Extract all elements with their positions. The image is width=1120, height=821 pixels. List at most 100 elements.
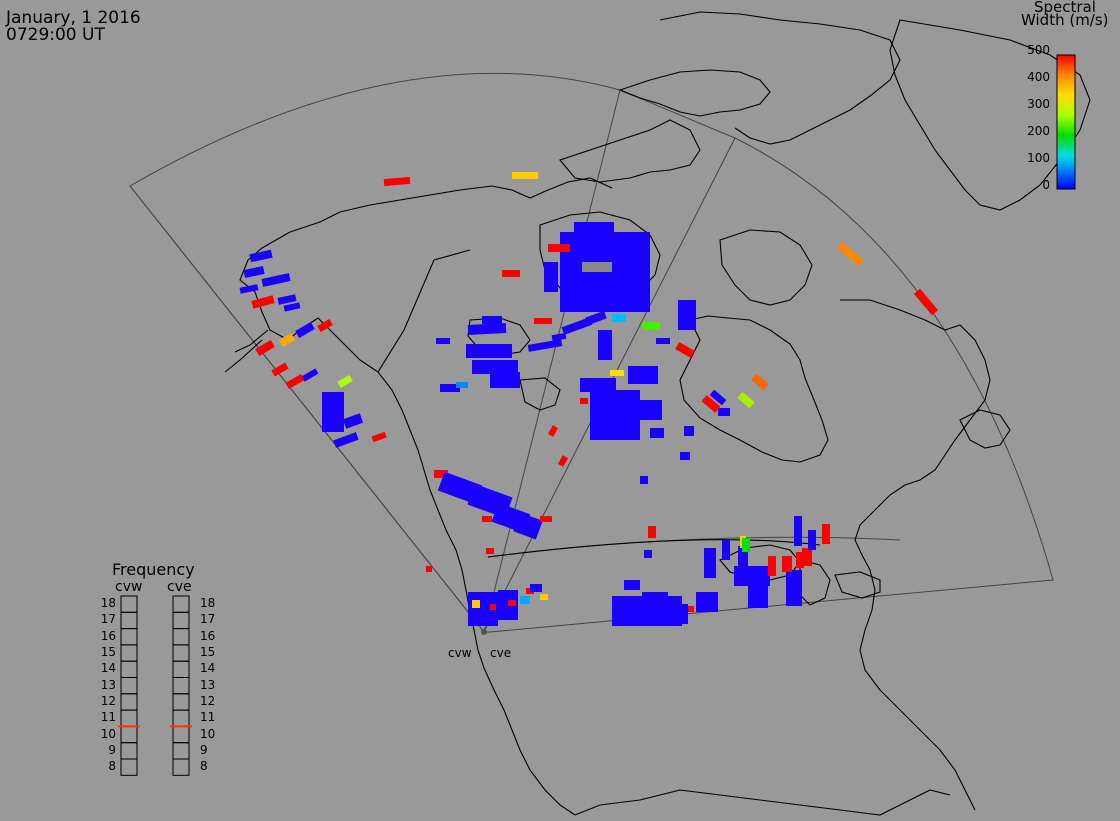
data-cell [561,317,593,335]
data-cell [557,455,569,467]
radar-site-marker [481,629,487,635]
radar-label-cvw: cvw [448,646,472,660]
data-cell [530,584,542,592]
data-cell [580,378,616,392]
frequency-cell-cve [172,725,190,744]
data-cell [802,548,812,566]
data-cell [486,548,494,554]
data-cell [472,600,480,608]
frequency-cell-cve [172,742,190,760]
data-cell [675,342,695,358]
colorbar-gradient [1056,54,1076,190]
data-cell [513,512,543,540]
data-cell [426,566,432,572]
data-cell [751,373,769,391]
data-cell [482,516,492,522]
data-cell [580,398,588,404]
frequency-level-label: 17 [200,612,216,627]
data-cell [650,428,664,438]
data-cell [271,362,289,377]
data-cell [277,294,297,305]
data-cell [436,338,450,344]
colorbar-tick-200: 200 [1027,124,1050,138]
data-cell [490,604,496,610]
frequency-cell-cvw [120,758,138,776]
frequency-cell-cvw [120,709,138,727]
data-cell [808,530,816,550]
colorbar-tick-500: 500 [1027,43,1050,57]
data-cell [278,333,296,347]
data-cell [285,373,305,390]
frequency-level-label: 14 [100,661,116,676]
data-cell [251,295,275,309]
frequency-title: Frequency [112,560,195,579]
frequency-level-label: 12 [100,693,116,708]
data-cell [822,524,830,544]
frequency-level-label: 12 [200,693,216,708]
field-of-view-outlines [129,72,1054,633]
date-label: January, 1 2016 [6,8,141,28]
frequency-cell-cvw [120,644,138,662]
frequency-level-label: 14 [200,661,216,676]
colorbar-tick-100: 100 [1027,151,1050,165]
colorbar-title-line2: Width (m/s) [1021,11,1109,29]
data-cell [738,546,748,566]
data-cell [342,413,364,429]
frequency-cell-cve [172,660,190,679]
data-cell [696,592,718,612]
data-cell [636,400,662,420]
frequency-cell-cvw [120,725,138,744]
frequency-cell-cvw [120,595,138,613]
frequency-level-label: 9 [108,742,116,757]
frequency-level-label: 10 [100,726,116,741]
data-cell [371,431,387,443]
data-cell [482,316,502,324]
data-cell [644,550,652,558]
frequency-cell-cve [172,595,190,613]
frequency-level-label: 17 [100,612,116,627]
data-cell [794,516,802,546]
data-cell [786,570,802,606]
time-label: 0729:00 UT [6,25,105,45]
frequency-level-label: 9 [200,742,208,757]
coastlines [224,11,1091,816]
frequency-level-label: 16 [100,628,116,643]
colorbar-title-line1: Spectral [1034,0,1096,16]
data-cell [283,302,301,312]
data-cell [317,318,333,333]
data-cell [628,366,658,384]
colorbar-tick-300: 300 [1027,97,1050,111]
data-cell [658,604,688,624]
frequency-cell-cve [172,677,190,695]
data-cell [701,395,721,413]
data-cell [466,344,512,358]
frequency-panel [118,595,192,776]
data-cell [722,540,730,560]
data-cell [768,556,776,576]
frequency-cell-cvw [120,660,138,679]
data-cell [540,516,552,522]
frequency-cell-cve [172,693,190,711]
data-cell [301,368,319,382]
frequency-cell-cvw [120,677,138,695]
data-cell [624,580,640,590]
data-cell [383,176,411,187]
radar-label-cve: cve [490,646,512,660]
data-cell [440,384,460,392]
frequency-level-label: 18 [100,596,116,611]
frequency-level-label: 16 [200,628,216,643]
data-cell [640,476,648,484]
data-cell [527,339,563,352]
data-cell [467,323,507,335]
data-cell [742,538,750,552]
data-cell [718,408,730,416]
data-cell [688,606,694,612]
data-cell [490,372,520,388]
data-cell [295,322,315,338]
data-cell [836,241,864,267]
frequency-level-label: 18 [200,596,216,611]
frequency-cell-cvw [120,628,138,646]
data-cell [582,262,612,272]
colorbar [1056,54,1076,190]
